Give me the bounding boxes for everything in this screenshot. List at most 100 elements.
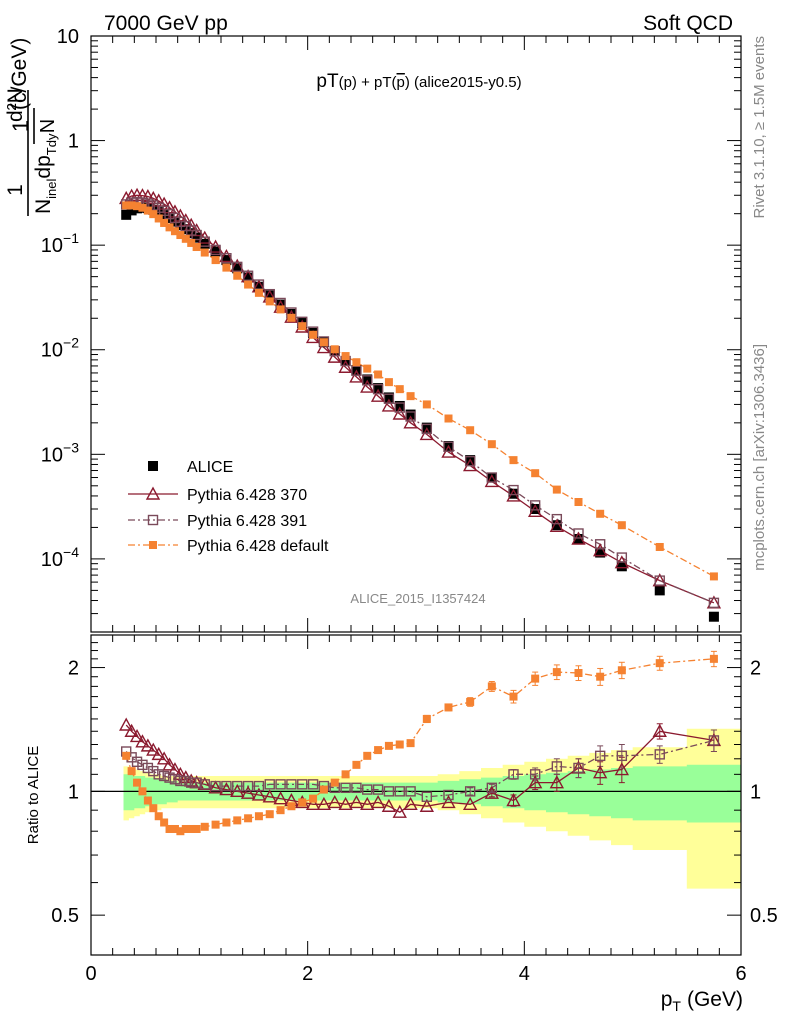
ratio-point-pythia-6-428-default	[395, 740, 404, 749]
plot-title: pT(p) + pT(p) (alice2015-y0.5)	[316, 71, 521, 92]
main-point-pythia-6-428-default	[596, 509, 605, 518]
main-point-pythia-6-428-391	[153, 202, 164, 213]
main-point-pythia-6-428-default	[149, 210, 158, 219]
ratio-point-pythia-6-428-391	[616, 750, 628, 762]
ratio-point-pythia-6-428-391	[405, 786, 416, 797]
ratio-point-pythia-6-428-default	[374, 746, 383, 755]
svg-text:(c/GeV): (c/GeV)	[8, 38, 31, 110]
main-point-pythia-6-428-391	[616, 552, 628, 563]
header-right: Soft QCD	[643, 12, 733, 35]
main-point-pythia-6-428-370	[506, 488, 521, 502]
main-y-axis-label: 1 N	[8, 108, 59, 144]
ratio-point-pythia-6-428-default	[187, 824, 196, 833]
ratio-point-pythia-6-428-default	[143, 796, 152, 805]
ratio-point-pythia-6-428-391	[708, 735, 720, 746]
main-point-alice	[383, 392, 394, 403]
main-point-pythia-6-428-391	[394, 402, 405, 413]
ratio-point-pythia-6-428-370	[119, 717, 134, 731]
main-point-pythia-6-428-default	[363, 364, 372, 373]
main-point-pythia-6-428-default	[287, 313, 296, 322]
legend-label-pythia-6-428-default: Pythia 6.428 default	[187, 538, 329, 555]
main-point-pythia-6-428-370	[208, 239, 223, 253]
main-point-pythia-6-428-370	[392, 406, 407, 420]
main-point-pythia-6-428-391	[221, 253, 232, 264]
ratio-point-pythia-6-428-370	[462, 796, 478, 811]
main-point-pythia-6-428-391	[573, 528, 584, 539]
ratio-point-pythia-6-428-370	[441, 794, 456, 809]
ratio-y-axis-label: Ratio to ALICE	[25, 746, 42, 844]
ratio-error-bar-pythia-6-428-391	[467, 787, 474, 796]
ratio-point-pythia-6-428-default	[244, 814, 253, 823]
ratio-point-pythia-6-428-default	[552, 668, 561, 677]
main-point-pythia-6-428-default	[655, 542, 664, 551]
main-point-alice	[221, 255, 232, 266]
main-point-alice	[530, 504, 541, 515]
main-point-pythia-6-428-391	[654, 575, 665, 586]
ratio-point-pythia-6-428-default	[406, 739, 415, 748]
ratio-point-pythia-6-428-391	[137, 759, 148, 771]
ratio-point-pythia-6-428-391	[221, 780, 232, 792]
legend-label-pythia-6-428-370: Pythia 6.428 370	[187, 487, 307, 504]
main-point-pythia-6-428-370	[167, 204, 183, 218]
ratio-point-pythia-6-428-default	[709, 654, 718, 663]
main-point-pythia-6-428-391	[158, 205, 170, 217]
main-point-pythia-6-428-391	[362, 375, 373, 386]
ratio-point-pythia-6-428-default	[222, 818, 231, 827]
ratio-point-pythia-6-428-370	[262, 789, 277, 803]
ratio-point-pythia-6-428-391	[297, 779, 308, 790]
main-point-pythia-6-428-default	[192, 243, 201, 252]
main-point-pythia-6-428-370	[173, 208, 188, 222]
ratio-y-tick-label-left: 1	[68, 781, 79, 803]
main-point-pythia-6-428-391	[508, 484, 519, 496]
ratio-point-pythia-6-428-370	[506, 793, 521, 807]
main-point-pythia-6-428-default	[154, 214, 163, 223]
ratio-point-pythia-6-428-370	[652, 723, 667, 737]
main-point-alice	[121, 209, 132, 220]
ratio-point-pythia-6-428-default	[298, 798, 307, 807]
legend-label-pythia-6-428-391: Pythia 6.428 391	[187, 513, 307, 530]
ratio-point-pythia-6-428-391	[242, 780, 254, 792]
ratio-point-pythia-6-428-default	[655, 659, 664, 668]
main-point-alice	[595, 547, 606, 558]
ratio-point-pythia-6-428-391	[486, 782, 498, 794]
ratio-point-pythia-6-428-391	[264, 779, 275, 790]
ratio-point-pythia-6-428-370	[360, 796, 375, 811]
main-point-pythia-6-428-default	[395, 385, 404, 394]
main-point-pythia-6-428-default	[422, 400, 431, 409]
main-point-pythia-6-428-default	[466, 426, 475, 435]
ratio-point-pythia-6-428-default	[122, 751, 131, 760]
main-point-pythia-6-428-default	[531, 469, 540, 478]
main-point-pythia-6-428-default	[143, 206, 152, 215]
ratio-line-pythia-6-428-391	[125, 739, 715, 798]
ratio-y-tick-label-left: 2	[68, 658, 79, 680]
ratio-point-pythia-6-428-default	[149, 804, 158, 813]
ratio-point-pythia-6-428-default	[127, 767, 136, 776]
main-point-pythia-6-428-370	[316, 340, 332, 354]
ratio-point-pythia-6-428-default	[233, 816, 242, 825]
rivet-label: Rivet 3.1.10, ≥ 1.5M events	[751, 36, 768, 219]
ratio-point-pythia-6-428-391	[158, 770, 170, 782]
main-point-pythia-6-428-370	[549, 518, 565, 532]
ratio-point-pythia-6-428-391	[529, 769, 541, 780]
main-point-pythia-6-428-default	[330, 345, 339, 354]
main-point-pythia-6-428-391	[443, 441, 454, 453]
ratio-point-pythia-6-428-370	[527, 775, 543, 789]
ratio-point-pythia-6-428-391	[131, 756, 143, 767]
main-point-pythia-6-428-391	[383, 393, 395, 404]
ratio-point-pythia-6-428-default	[422, 714, 431, 723]
ratio-point-pythia-6-428-370	[403, 796, 418, 811]
svg-text:d²N: d²N	[4, 88, 27, 122]
header-left: 7000 GeV pp	[104, 12, 228, 35]
main-point-alice	[616, 561, 627, 572]
ratio-point-pythia-6-428-default	[596, 672, 605, 681]
ratio-point-pythia-6-428-default	[254, 812, 263, 821]
main-line-pythia-6-428-391	[125, 201, 715, 604]
main-point-pythia-6-428-370	[381, 398, 397, 412]
ratio-point-pythia-6-428-391	[372, 784, 384, 795]
main-point-pythia-6-428-370	[349, 369, 364, 383]
ratio-point-pythia-6-428-391	[573, 762, 584, 774]
main-panel: 10 1 10−1 10−2 10−3 10−4	[41, 26, 742, 633]
ratio-point-pythia-6-428-default	[287, 802, 296, 811]
main-point-alice	[508, 488, 519, 499]
